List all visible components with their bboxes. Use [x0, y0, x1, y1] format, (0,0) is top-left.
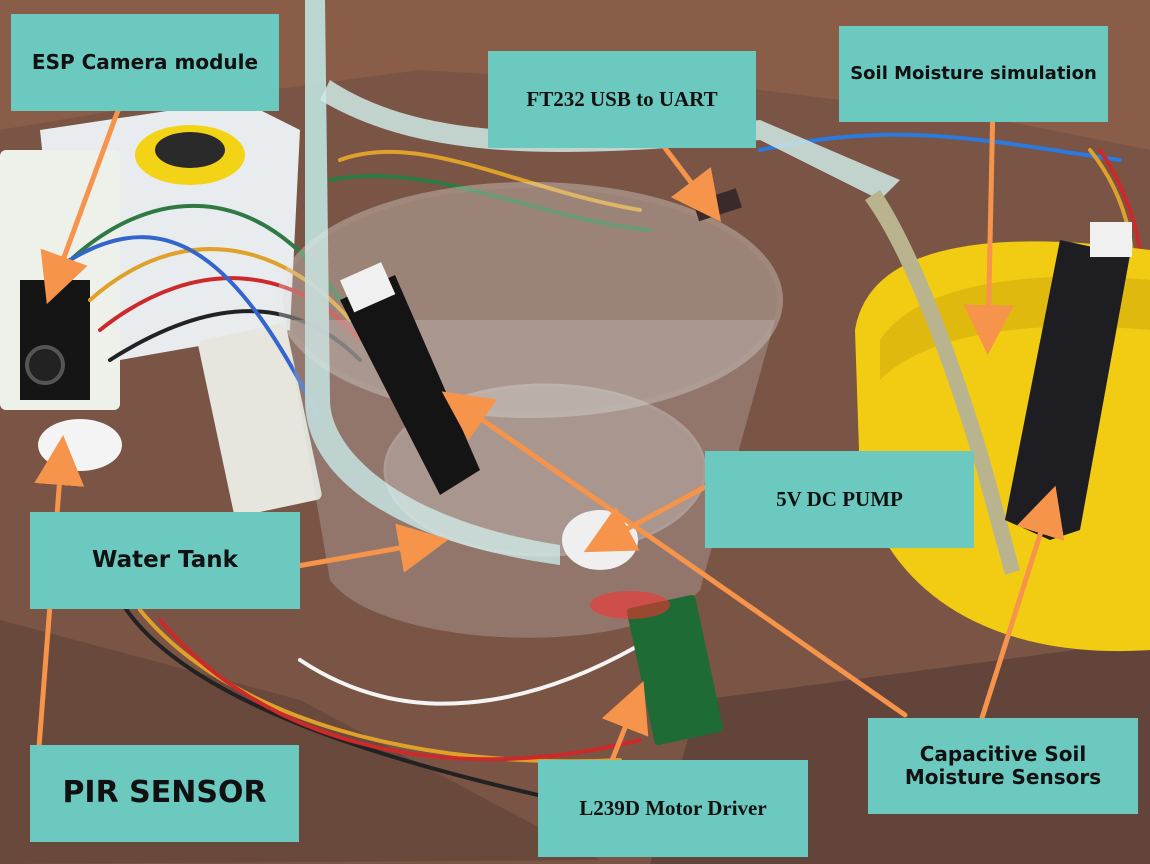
label-capacitive-sensors-text: Capacitive Soil Moisture Sensors — [904, 742, 1102, 789]
label-pump-text: 5V DC PUMP — [776, 487, 903, 512]
label-pump: 5V DC PUMP — [705, 451, 974, 548]
pir-dome — [38, 419, 122, 471]
label-pir-text: PIR SENSOR — [62, 775, 267, 811]
label-esp-camera: ESP Camera module — [11, 14, 279, 111]
label-capacitive-sensors: Capacitive Soil Moisture Sensors — [868, 718, 1138, 814]
label-ft232-text: FT232 USB to UART — [526, 87, 718, 112]
label-esp-camera-text: ESP Camera module — [31, 50, 259, 74]
label-soil-sim-text: Soil Moisture simulation — [850, 62, 1097, 84]
capacitive-sensor-bowl — [1005, 240, 1130, 540]
label-motor-driver: L239D Motor Driver — [538, 760, 808, 857]
label-soil-sim: Soil Moisture simulation — [839, 26, 1108, 122]
label-motor-driver-text: L239D Motor Driver — [579, 796, 767, 821]
label-water-tank-text: Water Tank — [92, 547, 238, 574]
label-water-tank: Water Tank — [30, 512, 300, 609]
label-pir: PIR SENSOR — [30, 745, 299, 842]
pump — [562, 510, 638, 570]
label-ft232: FT232 USB to UART — [488, 51, 756, 148]
